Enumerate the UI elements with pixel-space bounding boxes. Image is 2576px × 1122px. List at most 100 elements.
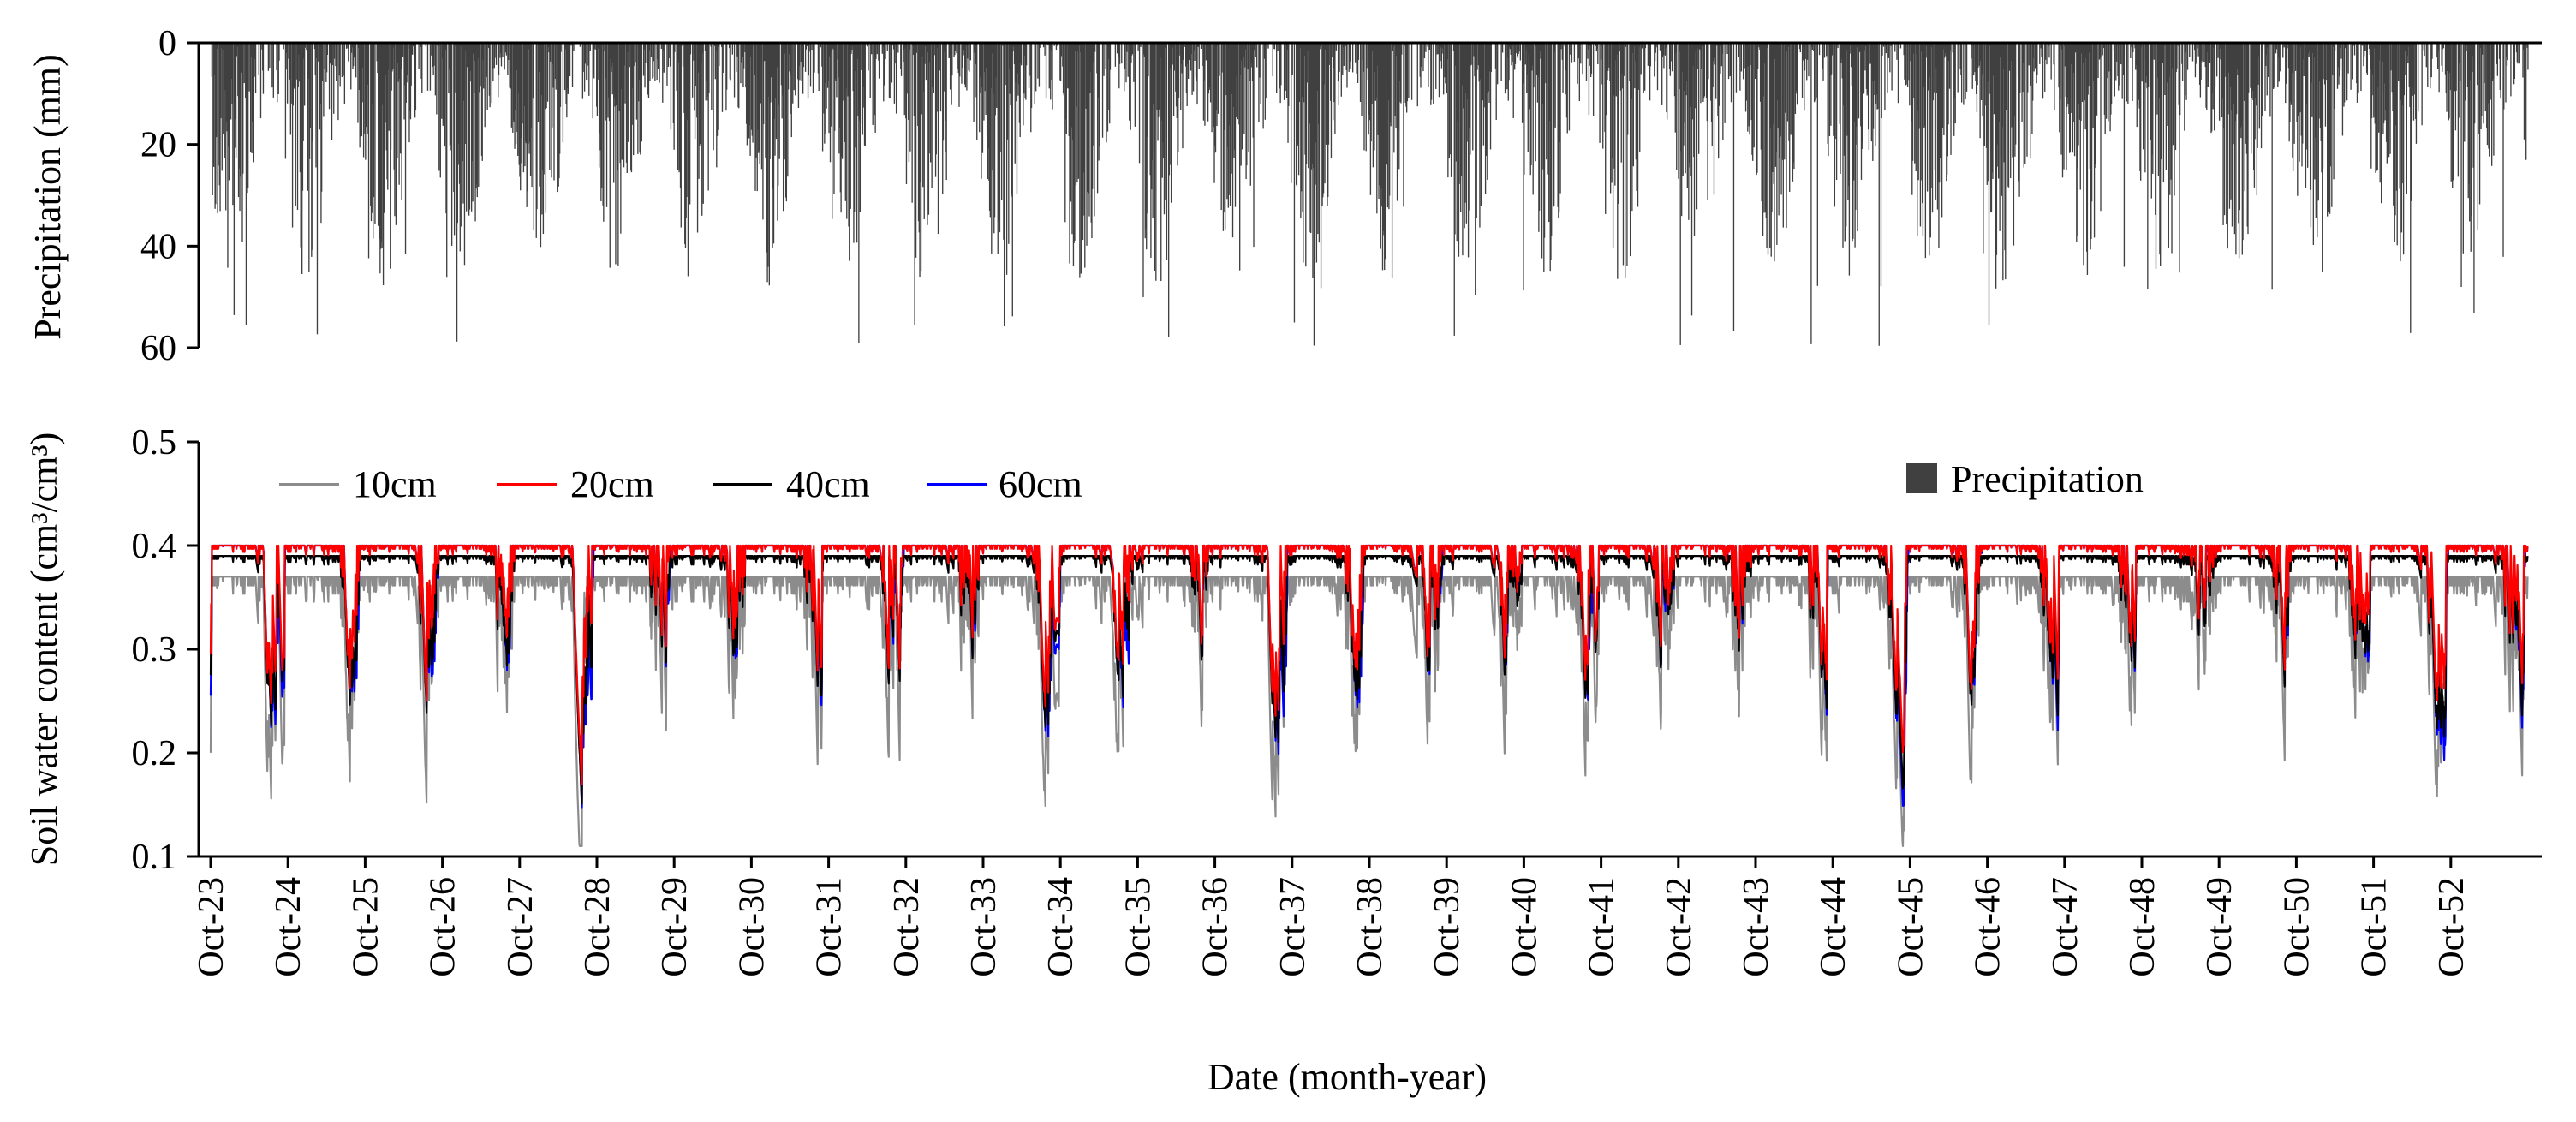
precipitation-bar — [1461, 43, 1463, 86]
precipitation-bar — [991, 43, 993, 254]
precipitation-bar — [676, 43, 677, 91]
precipitation-bar — [1876, 43, 1878, 110]
precipitation-bar — [236, 43, 237, 57]
precipitation-bar — [2115, 43, 2118, 62]
precipitation-bar — [1989, 43, 1990, 46]
precipitation-bar — [1185, 43, 1187, 67]
precipitation-bar — [2018, 43, 2020, 182]
precipitation-bar — [1781, 43, 1784, 160]
precipitation-bar — [800, 43, 802, 63]
precipitation-bar — [893, 43, 896, 104]
precipitation-bar — [889, 43, 891, 99]
precipitation-bar — [2473, 43, 2475, 313]
precipitation-bar — [359, 43, 361, 148]
precipitation-bar — [542, 43, 544, 171]
precipitation-bar — [740, 43, 742, 84]
precipitation-bar — [1184, 43, 1185, 47]
precipitation-bar — [1539, 43, 1541, 51]
precipitation-bar — [2467, 43, 2469, 199]
precipitation-bar — [1262, 43, 1264, 129]
precipitation-bar — [1655, 43, 1656, 53]
precipitation-bar — [2294, 43, 2297, 71]
precipitation-bar — [2064, 43, 2066, 46]
precipitation-bar — [1565, 43, 1567, 71]
x-axis-title: Date (month-year) — [1208, 1056, 1487, 1098]
precipitation-bar — [1993, 43, 1995, 115]
precipitation-bar — [1400, 43, 1402, 104]
precipitation-bar — [2014, 43, 2016, 157]
precipitation-bar — [2231, 43, 2233, 110]
precipitation-bar — [642, 43, 645, 76]
precipitation-bar — [308, 43, 311, 159]
precipitation-bar — [1753, 43, 1755, 148]
sw-y-tick-label: 0.1 — [132, 838, 177, 877]
precipitation-bar — [832, 43, 834, 48]
precipitation-bar — [687, 43, 689, 277]
precipitation-bar — [2120, 43, 2122, 65]
precipitation-bar — [2445, 43, 2447, 93]
precipitation-bar — [2088, 43, 2090, 87]
precipitation-bar — [767, 43, 770, 97]
precipitation-bar — [443, 43, 444, 123]
precipitation-bar — [1842, 43, 1844, 248]
precipitation-bar — [532, 43, 534, 99]
precipitation-bar — [271, 43, 273, 88]
precipitation-bar — [512, 43, 514, 133]
precipitation-bar — [1404, 43, 1406, 103]
precipitation-bar — [647, 43, 649, 95]
precipitation-bar — [1530, 43, 1532, 166]
precipitation-bar — [1158, 43, 1160, 110]
precipitation-bar — [394, 43, 396, 217]
precipitation-bar — [1946, 43, 1947, 182]
precipitation-bar — [2343, 43, 2345, 107]
precipitation-bar — [1305, 43, 1307, 267]
precipitation-bar — [2317, 43, 2319, 201]
precipitation-bar — [1198, 43, 1200, 69]
precipitation-bar — [245, 43, 247, 98]
precipitation-bar — [311, 43, 313, 257]
precipitation-bar — [2480, 43, 2482, 129]
precipitation-bar — [610, 43, 611, 59]
precipitation-bar — [2156, 43, 2158, 115]
precipitation-bar — [2042, 43, 2044, 99]
precipitation-bar — [1011, 43, 1013, 194]
precipitation-bar — [2086, 43, 2088, 252]
precipitation-bar — [857, 43, 859, 116]
precipitation-bar — [1389, 43, 1392, 123]
precipitation-bar — [1692, 43, 1694, 66]
precipitation-bar — [1216, 43, 1218, 127]
precipitation-bar — [1758, 43, 1760, 48]
precipitation-bar — [2331, 43, 2334, 75]
precipitation-bar — [1229, 43, 1231, 206]
precipitation-bar — [2095, 43, 2096, 168]
precipitation-bar — [1152, 43, 1154, 218]
precipitation-bar — [1847, 43, 1850, 187]
sw-y-tick-label: 0.2 — [132, 734, 177, 773]
precipitation-bar — [1896, 43, 1898, 60]
precipitation-bar — [1859, 43, 1861, 53]
precipitation-bar — [391, 43, 393, 72]
precipitation-bar — [1934, 43, 1935, 93]
precipitation-bar — [360, 43, 361, 137]
precipitation-bar — [261, 43, 263, 50]
precipitation-bar — [725, 43, 727, 111]
precipitation-bar — [494, 43, 496, 58]
precipitation-bar — [936, 43, 938, 49]
precipitation-bar — [1927, 43, 1929, 91]
precipitation-bar — [1084, 43, 1086, 268]
precipitation-bar — [2048, 43, 2050, 58]
precipitation-bar — [1906, 43, 1909, 87]
precipitation-bar — [1615, 43, 1617, 97]
precipitation-bar — [872, 43, 874, 125]
precipitation-bar — [1701, 43, 1702, 69]
precipitation-bar — [1108, 43, 1110, 110]
precipitation-bar — [2466, 43, 2469, 87]
precipitation-bar — [1977, 43, 1979, 68]
precipitation-bar — [1279, 43, 1281, 104]
precipitation-bar — [2375, 43, 2376, 173]
sw-x-tick-label: Oct-37 — [1273, 877, 1313, 977]
precipitation-bar — [392, 43, 394, 70]
precipitation-bar — [1279, 43, 1281, 89]
precipitation-bar — [1929, 43, 1931, 238]
precipitation-bar — [1688, 43, 1690, 220]
